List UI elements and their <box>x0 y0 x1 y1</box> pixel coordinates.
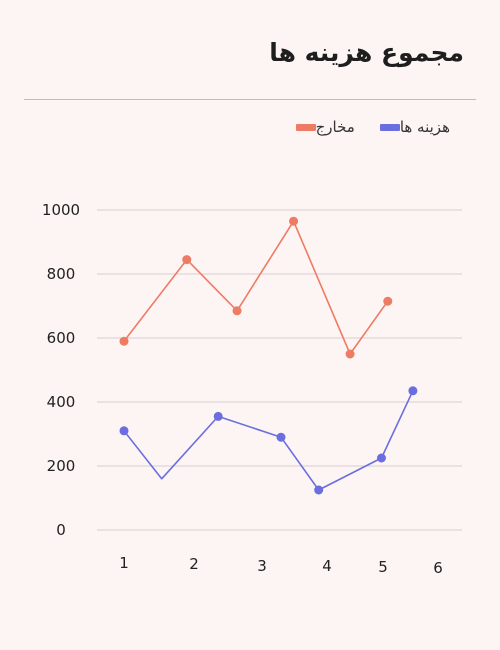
data-point <box>383 296 393 306</box>
data-point <box>119 426 129 436</box>
title-divider <box>24 99 476 100</box>
x-tick-label: 2 <box>189 555 199 573</box>
x-tick-label: 6 <box>433 559 443 577</box>
series-line-1 <box>123 220 389 355</box>
x-tick-label: 5 <box>378 558 388 576</box>
data-point <box>232 306 242 316</box>
legend-swatch-expenses <box>295 123 316 131</box>
legend-item-costs: هزینه ها <box>371 118 450 136</box>
data-point <box>345 349 355 359</box>
legend-swatch-costs <box>379 123 400 131</box>
legend-label-expenses: مخارج <box>315 118 355 136</box>
data-point <box>182 255 192 265</box>
chart-title: مجموع هزینه ها <box>269 38 464 67</box>
data-point <box>314 485 324 495</box>
x-tick-label: 3 <box>257 557 267 575</box>
data-point <box>213 411 223 421</box>
legend: مخارج هزینه ها <box>271 118 450 136</box>
data-point <box>408 386 418 396</box>
data-point <box>276 432 286 442</box>
data-point <box>289 216 299 226</box>
series-line-2 <box>123 390 414 491</box>
y-tick-label: 1000 <box>42 201 80 219</box>
x-tick-label: 1 <box>119 554 129 572</box>
legend-label-costs: هزینه ها <box>399 118 450 136</box>
y-tick-label: 800 <box>47 265 76 283</box>
data-point <box>119 336 129 346</box>
data-point <box>376 453 386 463</box>
legend-item-expenses: مخارج <box>287 118 355 136</box>
y-tick-label: 600 <box>47 329 76 347</box>
y-tick-label: 400 <box>47 393 76 411</box>
x-tick-label: 4 <box>322 557 332 575</box>
y-tick-label: 0 <box>56 521 66 539</box>
y-tick-label: 200 <box>47 457 76 475</box>
